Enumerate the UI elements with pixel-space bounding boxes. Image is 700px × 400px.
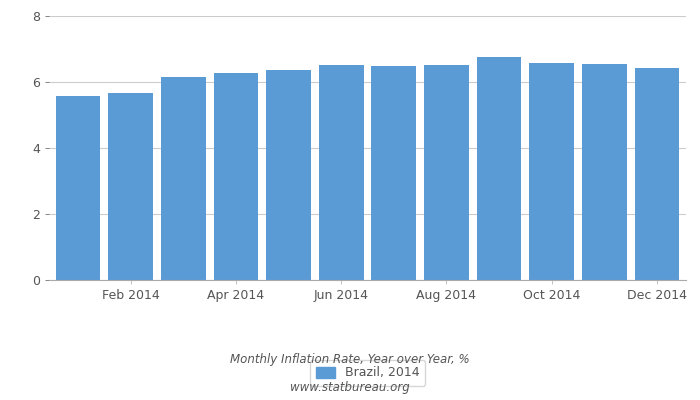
Bar (214, 73, 258, 280)
Bar (161, 77, 206, 280)
Bar (582, 64, 626, 280)
Legend: Brazil, 2014: Brazil, 2014 (309, 360, 426, 386)
Bar (477, 57, 522, 280)
Bar (424, 65, 469, 280)
Bar (108, 92, 153, 280)
Bar (318, 65, 363, 280)
Bar (55, 96, 100, 280)
Bar (529, 62, 574, 280)
Text: Monthly Inflation Rate, Year over Year, %: Monthly Inflation Rate, Year over Year, … (230, 354, 470, 366)
Bar (372, 66, 416, 280)
Text: www.statbureau.org: www.statbureau.org (290, 382, 410, 394)
Bar (635, 68, 680, 280)
Bar (266, 70, 311, 280)
